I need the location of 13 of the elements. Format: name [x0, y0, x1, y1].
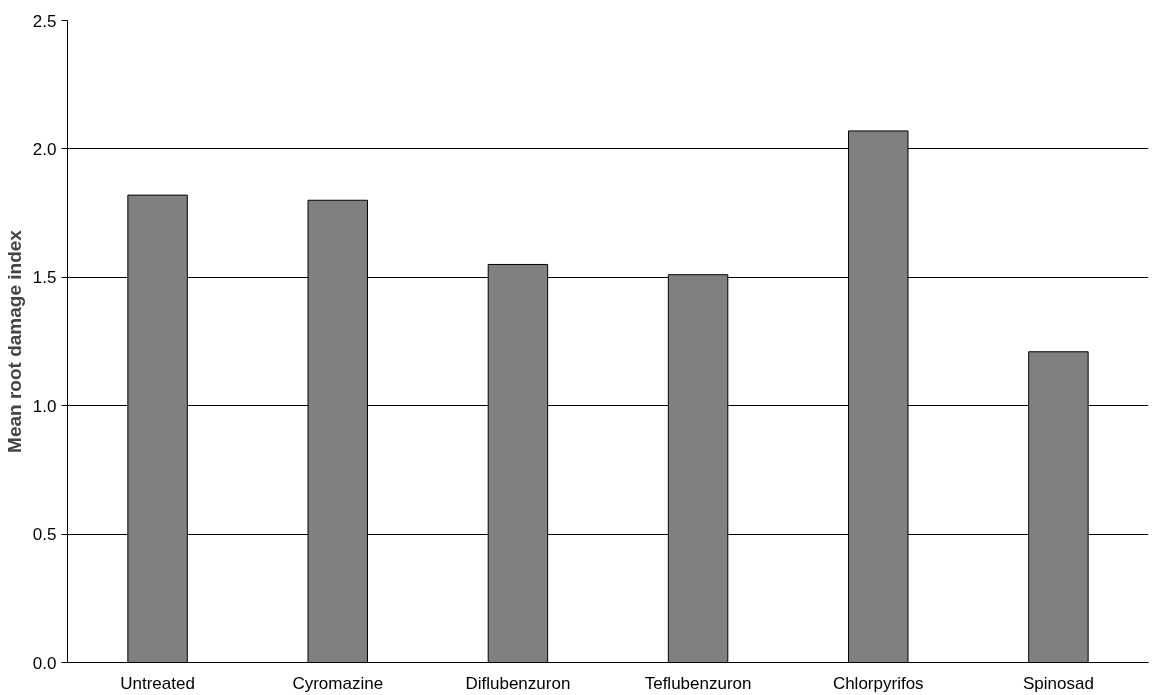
x-tick-label: Cyromazine: [292, 673, 384, 693]
x-tick-label: Chlorpyrifos: [832, 673, 924, 693]
x-tick-label: Teflubenzuron: [644, 673, 752, 693]
y-tick-label: 0.5: [32, 525, 57, 545]
x-tick-label: Untreated: [120, 673, 195, 693]
x-tick-label: Diflubenzuron: [465, 673, 571, 693]
y-tick-label: 2.5: [32, 11, 57, 31]
y-axis-title: Mean root damage index: [3, 229, 25, 453]
y-tick-label: 1.5: [32, 268, 57, 288]
x-tick-label: Spinosad: [1022, 673, 1094, 693]
y-tick-label: 2.0: [32, 139, 57, 159]
y-tick-label: 1.0: [32, 396, 57, 416]
y-tick-label: 0.0: [32, 653, 57, 673]
